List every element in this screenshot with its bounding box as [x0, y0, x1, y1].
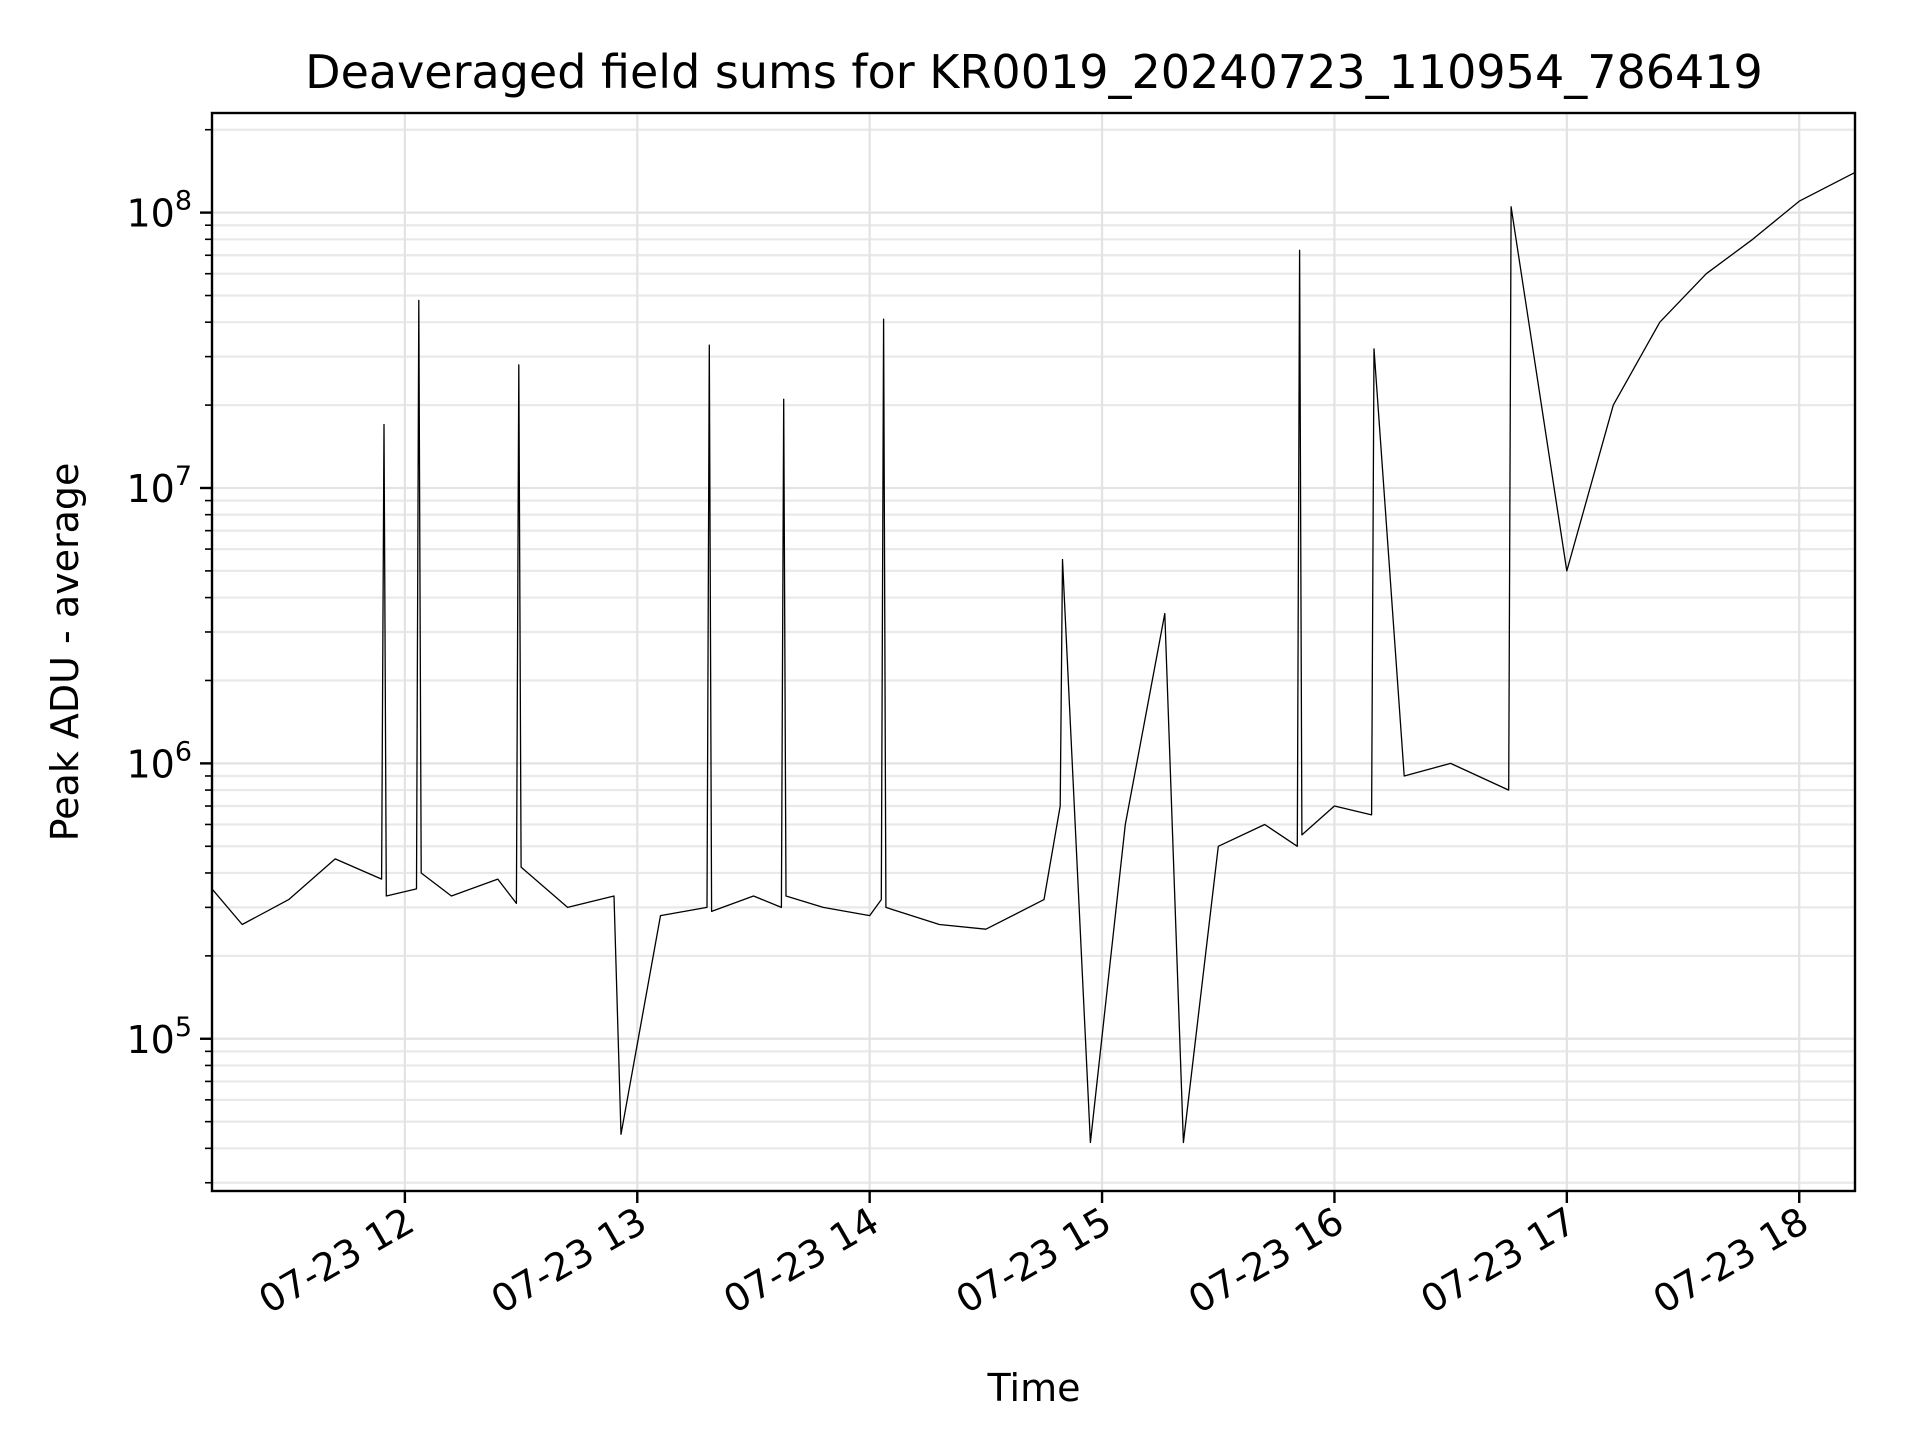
y-tick-label: 108 [126, 186, 192, 236]
y-tick-label: 107 [126, 461, 192, 511]
y-tick-base: 10 [126, 467, 174, 511]
y-tick-base: 10 [126, 1018, 174, 1062]
chart-title: Deaveraged field sums for KR0019_2024072… [305, 45, 1763, 99]
series-line-0 [211, 171, 1856, 1144]
y-tick-label: 106 [126, 736, 192, 786]
grid-layer [212, 113, 1855, 1191]
y-tick-base: 10 [126, 742, 174, 786]
plot-frame [210, 111, 1857, 1193]
y-tick-exponent: 8 [175, 186, 192, 217]
y-tick-base: 10 [126, 192, 174, 236]
y-axis-label: Peak ADU - average [43, 463, 87, 842]
y-tick-exponent: 5 [175, 1012, 192, 1043]
series-layer [211, 171, 1856, 1144]
y-tick-exponent: 7 [175, 461, 192, 492]
y-tick-exponent: 6 [175, 736, 192, 767]
y-tick-label: 105 [126, 1012, 192, 1062]
x-axis-label: Time [987, 1366, 1081, 1410]
